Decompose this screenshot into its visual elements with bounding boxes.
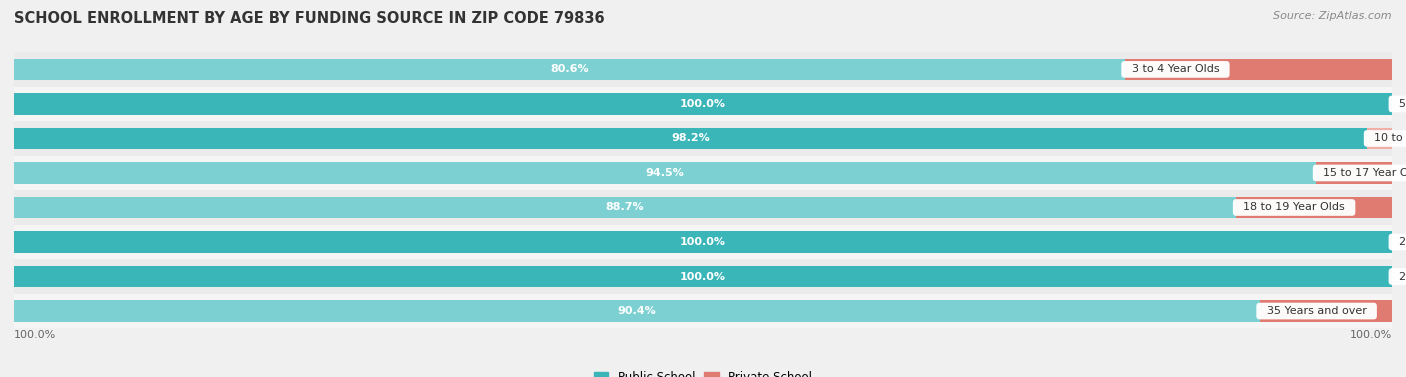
Bar <box>14 87 1392 121</box>
Text: 15 to 17 Year Olds: 15 to 17 Year Olds <box>1316 168 1406 178</box>
Bar <box>14 225 1392 259</box>
Text: Source: ZipAtlas.com: Source: ZipAtlas.com <box>1274 11 1392 21</box>
Bar <box>14 121 1392 156</box>
Text: 5 to 9 Year Old: 5 to 9 Year Old <box>1392 99 1406 109</box>
Text: 100.0%: 100.0% <box>681 99 725 109</box>
Bar <box>14 162 1316 184</box>
Bar <box>1367 128 1392 149</box>
Bar <box>1392 231 1406 253</box>
Text: 25 to 34 Year Olds: 25 to 34 Year Olds <box>1392 271 1406 282</box>
Bar <box>14 52 1392 87</box>
Text: 94.5%: 94.5% <box>645 168 685 178</box>
Bar <box>14 259 1392 294</box>
Text: 100.0%: 100.0% <box>14 330 56 340</box>
Bar <box>14 231 1392 253</box>
Bar <box>14 294 1392 328</box>
Text: 3 to 4 Year Olds: 3 to 4 Year Olds <box>1125 64 1226 74</box>
Text: 100.0%: 100.0% <box>681 237 725 247</box>
Bar <box>14 266 1392 287</box>
Text: 18 to 19 Year Olds: 18 to 19 Year Olds <box>1236 202 1353 213</box>
Text: 100.0%: 100.0% <box>1350 330 1392 340</box>
Text: 35 Years and over: 35 Years and over <box>1260 306 1374 316</box>
Text: 100.0%: 100.0% <box>681 271 725 282</box>
Text: 98.2%: 98.2% <box>671 133 710 143</box>
Bar <box>1125 59 1392 80</box>
Text: 20 to 24 Year Olds: 20 to 24 Year Olds <box>1392 237 1406 247</box>
Bar <box>14 59 1125 80</box>
Bar <box>1260 300 1392 322</box>
Bar <box>14 197 1236 218</box>
Bar <box>1236 197 1392 218</box>
Text: 90.4%: 90.4% <box>617 306 657 316</box>
Text: SCHOOL ENROLLMENT BY AGE BY FUNDING SOURCE IN ZIP CODE 79836: SCHOOL ENROLLMENT BY AGE BY FUNDING SOUR… <box>14 11 605 26</box>
Bar <box>1392 93 1406 115</box>
Text: 88.7%: 88.7% <box>606 202 644 213</box>
Bar <box>14 156 1392 190</box>
Bar <box>14 93 1392 115</box>
Bar <box>14 128 1367 149</box>
Bar <box>14 190 1392 225</box>
Bar <box>14 300 1260 322</box>
Bar <box>1316 162 1392 184</box>
Bar <box>1392 266 1406 287</box>
Text: 80.6%: 80.6% <box>550 64 589 74</box>
Text: 10 to 14 Year Olds: 10 to 14 Year Olds <box>1367 133 1406 143</box>
Legend: Public School, Private School: Public School, Private School <box>589 366 817 377</box>
